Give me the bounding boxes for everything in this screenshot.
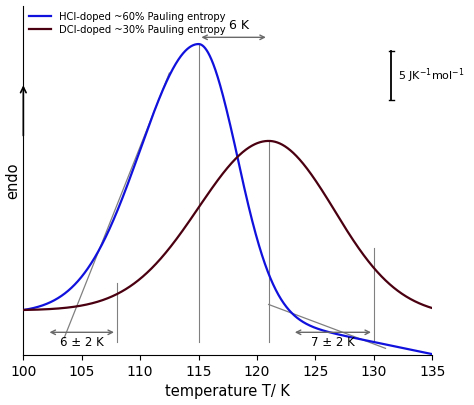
DCl-doped ~30% Pauling entropy — [209, 187, 214, 192]
HCl-doped ~60% Pauling entropy — [418, 349, 423, 354]
DCl-doped ~30% Pauling entropy — [343, 226, 348, 231]
HCl-doped ~60% Pauling entropy — [196, 42, 201, 47]
DCl-doped ~30% Pauling entropy — [20, 307, 26, 312]
DCl-doped ~30% Pauling entropy — [41, 307, 47, 312]
HCl-doped ~60% Pauling entropy — [219, 91, 225, 96]
HCl-doped ~60% Pauling entropy — [343, 334, 348, 339]
Text: 5 JK$^{-1}$mol$^{-1}$: 5 JK$^{-1}$mol$^{-1}$ — [398, 66, 465, 85]
Line: DCl-doped ~30% Pauling entropy: DCl-doped ~30% Pauling entropy — [23, 141, 432, 310]
Text: 6 K: 6 K — [229, 19, 249, 32]
X-axis label: temperature T/ K: temperature T/ K — [165, 384, 290, 399]
DCl-doped ~30% Pauling entropy — [219, 172, 225, 177]
DCl-doped ~30% Pauling entropy — [418, 301, 423, 306]
HCl-doped ~60% Pauling entropy — [429, 352, 435, 356]
DCl-doped ~30% Pauling entropy — [418, 301, 423, 306]
HCl-doped ~60% Pauling entropy — [20, 307, 26, 312]
HCl-doped ~60% Pauling entropy — [41, 303, 47, 307]
Legend: HCl-doped ~60% Pauling entropy, DCl-doped ~30% Pauling entropy: HCl-doped ~60% Pauling entropy, DCl-dope… — [28, 11, 227, 36]
HCl-doped ~60% Pauling entropy — [209, 57, 214, 62]
Text: 7 ± 2 K: 7 ± 2 K — [311, 335, 355, 349]
DCl-doped ~30% Pauling entropy — [429, 306, 435, 311]
HCl-doped ~60% Pauling entropy — [418, 349, 423, 354]
Text: 6 ± 2 K: 6 ± 2 K — [60, 335, 104, 349]
DCl-doped ~30% Pauling entropy — [266, 139, 272, 143]
Y-axis label: endo: endo — [6, 162, 20, 198]
Line: HCl-doped ~60% Pauling entropy: HCl-doped ~60% Pauling entropy — [23, 44, 432, 354]
